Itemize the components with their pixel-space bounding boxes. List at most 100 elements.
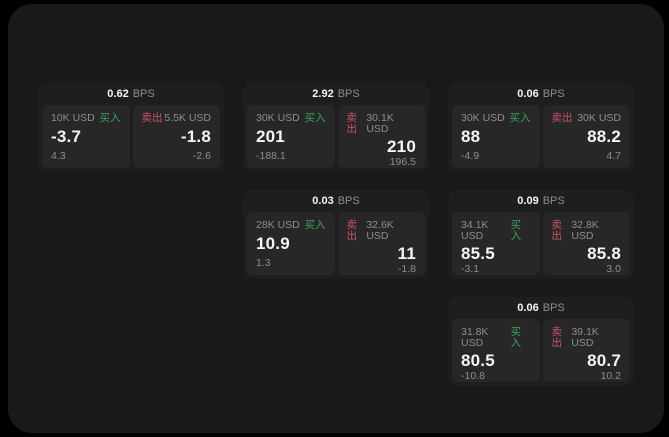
buy-panel[interactable]: 28K USD 买入 10.9 1.3 (247, 212, 335, 275)
quote-card: 0.09 BPS 34.1K USD 买入 85.5 -3.1 卖出 32.8K… (448, 190, 634, 279)
sell-sub-value: -1.8 (397, 262, 416, 275)
buy-price-value: 10.9 (256, 233, 290, 253)
sell-sub-value: 3.0 (606, 262, 621, 275)
buy-panel-top: 30K USD 买入 (461, 113, 531, 124)
sell-side-label: 卖出 (346, 112, 358, 135)
buy-price-value: 201 (256, 126, 285, 146)
buy-sub-value: -4.9 (461, 149, 480, 162)
sell-side-label: 卖出 (141, 112, 163, 124)
buy-side-label: 买入 (510, 219, 522, 242)
sell-price-value: -1.8 (180, 126, 211, 146)
sell-panel-top: 卖出 32.6K USD (347, 220, 417, 241)
card-header: 0.06 BPS (448, 83, 634, 104)
buy-panel-top: 28K USD 买入 (256, 220, 326, 231)
sell-size-label: 32.8K USD (571, 219, 599, 242)
buy-size-label: 28K USD (256, 219, 300, 231)
bps-spread-value: 0.06 (517, 88, 539, 100)
buy-panel-top: 34.1K USD 买入 (461, 220, 531, 241)
card-header: 0.09 BPS (448, 190, 634, 211)
card-header: 0.06 BPS (448, 297, 634, 318)
buy-sub-value: 1.3 (256, 256, 271, 269)
bps-unit-label: BPS (337, 88, 360, 100)
buy-sub-value: -10.8 (461, 369, 485, 382)
bps-spread-value: 0.09 (517, 195, 539, 207)
sell-side-label: 卖出 (551, 326, 563, 349)
buy-size-label: 31.8K USD (461, 326, 489, 349)
buy-price-value: 85.5 (461, 244, 495, 263)
buy-panel-top: 31.8K USD 买入 (461, 327, 531, 348)
trade-panels: 10K USD 买入 -3.7 4.3 卖出 5.5K USD -1.8 -2.… (38, 104, 224, 168)
buy-side-label: 买入 (509, 112, 531, 124)
quote-card: 0.62 BPS 10K USD 买入 -3.7 4.3 卖出 5.5K USD… (38, 83, 224, 172)
bps-spread-value: 2.92 (312, 88, 334, 100)
buy-sub-value: -3.1 (461, 262, 480, 275)
buy-panel[interactable]: 30K USD 买入 88 -4.9 (452, 105, 540, 168)
bps-unit-label: BPS (337, 195, 360, 207)
quote-card: 2.92 BPS 30K USD 买入 201 -188.1 卖出 30.1K … (243, 83, 429, 172)
card-header: 2.92 BPS (243, 83, 429, 104)
buy-panel-top: 30K USD 买入 (256, 113, 326, 124)
sell-side-label: 卖出 (551, 112, 573, 124)
buy-side-label: 买入 (99, 112, 121, 124)
buy-side-label: 买入 (304, 112, 326, 124)
sell-panel[interactable]: 卖出 32.8K USD 85.8 3.0 (542, 212, 630, 275)
trade-panels: 30K USD 买入 88 -4.9 卖出 30K USD 88.2 4.7 (448, 104, 634, 168)
buy-side-label: 买入 (510, 326, 522, 349)
buy-panel[interactable]: 10K USD 买入 -3.7 4.3 (42, 105, 130, 168)
sell-side-label: 卖出 (551, 219, 563, 242)
sell-panel-top: 卖出 30.1K USD (347, 113, 417, 134)
sell-panel-top: 卖出 39.1K USD (552, 327, 622, 348)
sell-size-label: 32.6K USD (366, 219, 394, 242)
sell-panel[interactable]: 卖出 32.6K USD 11 -1.8 (337, 212, 425, 275)
buy-price-value: 80.5 (461, 351, 495, 370)
sell-panel[interactable]: 卖出 5.5K USD -1.8 -2.6 (132, 105, 220, 168)
trade-panels: 28K USD 买入 10.9 1.3 卖出 32.6K USD 11 -1.8 (243, 211, 429, 275)
bps-unit-label: BPS (542, 302, 565, 314)
sell-panel[interactable]: 卖出 39.1K USD 80.7 10.2 (542, 319, 630, 382)
sell-size-label: 30.1K USD (366, 112, 394, 135)
bps-unit-label: BPS (542, 195, 565, 207)
sell-price-value: 85.8 (587, 244, 621, 263)
card-header: 0.03 BPS (243, 190, 429, 211)
bps-unit-label: BPS (132, 88, 155, 100)
buy-side-label: 买入 (304, 219, 326, 231)
sell-sub-value: 4.7 (606, 149, 621, 162)
bps-unit-label: BPS (542, 88, 565, 100)
quote-card: 0.06 BPS 30K USD 买入 88 -4.9 卖出 30K USD 8… (448, 83, 634, 172)
sell-panel-top: 卖出 30K USD (552, 113, 622, 124)
sell-price-value: 80.7 (587, 351, 621, 370)
buy-size-label: 30K USD (461, 112, 505, 124)
sell-price-value: 11 (397, 244, 416, 263)
buy-panel[interactable]: 30K USD 买入 201 -188.1 (247, 105, 335, 168)
buy-panel[interactable]: 34.1K USD 买入 85.5 -3.1 (452, 212, 540, 275)
sell-side-label: 卖出 (346, 219, 358, 242)
buy-size-label: 10K USD (51, 112, 95, 124)
sell-sub-value: -2.6 (192, 149, 211, 162)
bps-spread-value: 0.03 (312, 195, 334, 207)
bps-spread-value: 0.06 (517, 302, 539, 314)
quote-card: 0.06 BPS 31.8K USD 买入 80.5 -10.8 卖出 39.1… (448, 297, 634, 386)
sell-price-value: 210 (387, 137, 416, 156)
buy-size-label: 30K USD (256, 112, 300, 124)
card-header: 0.62 BPS (38, 83, 224, 104)
trade-panels: 34.1K USD 买入 85.5 -3.1 卖出 32.8K USD 85.8… (448, 211, 634, 275)
buy-sub-value: -188.1 (256, 149, 286, 162)
buy-sub-value: 4.3 (51, 149, 66, 162)
sell-size-label: 5.5K USD (164, 112, 211, 124)
buy-panel[interactable]: 31.8K USD 买入 80.5 -10.8 (452, 319, 540, 382)
sell-price-value: 88.2 (587, 126, 621, 146)
buy-size-label: 34.1K USD (461, 219, 489, 242)
sell-panel[interactable]: 卖出 30K USD 88.2 4.7 (542, 105, 630, 168)
bps-spread-value: 0.62 (107, 88, 129, 100)
sell-size-label: 30K USD (577, 112, 621, 124)
sell-sub-value: 196.5 (389, 155, 416, 168)
quote-card: 0.03 BPS 28K USD 买入 10.9 1.3 卖出 32.6K US… (243, 190, 429, 279)
sell-panel-top: 卖出 5.5K USD (142, 113, 212, 124)
sell-panel[interactable]: 卖出 30.1K USD 210 196.5 (337, 105, 425, 168)
buy-panel-top: 10K USD 买入 (51, 113, 121, 124)
sell-sub-value: 10.2 (600, 369, 621, 382)
sell-panel-top: 卖出 32.8K USD (552, 220, 622, 241)
trade-panels: 31.8K USD 买入 80.5 -10.8 卖出 39.1K USD 80.… (448, 318, 634, 382)
